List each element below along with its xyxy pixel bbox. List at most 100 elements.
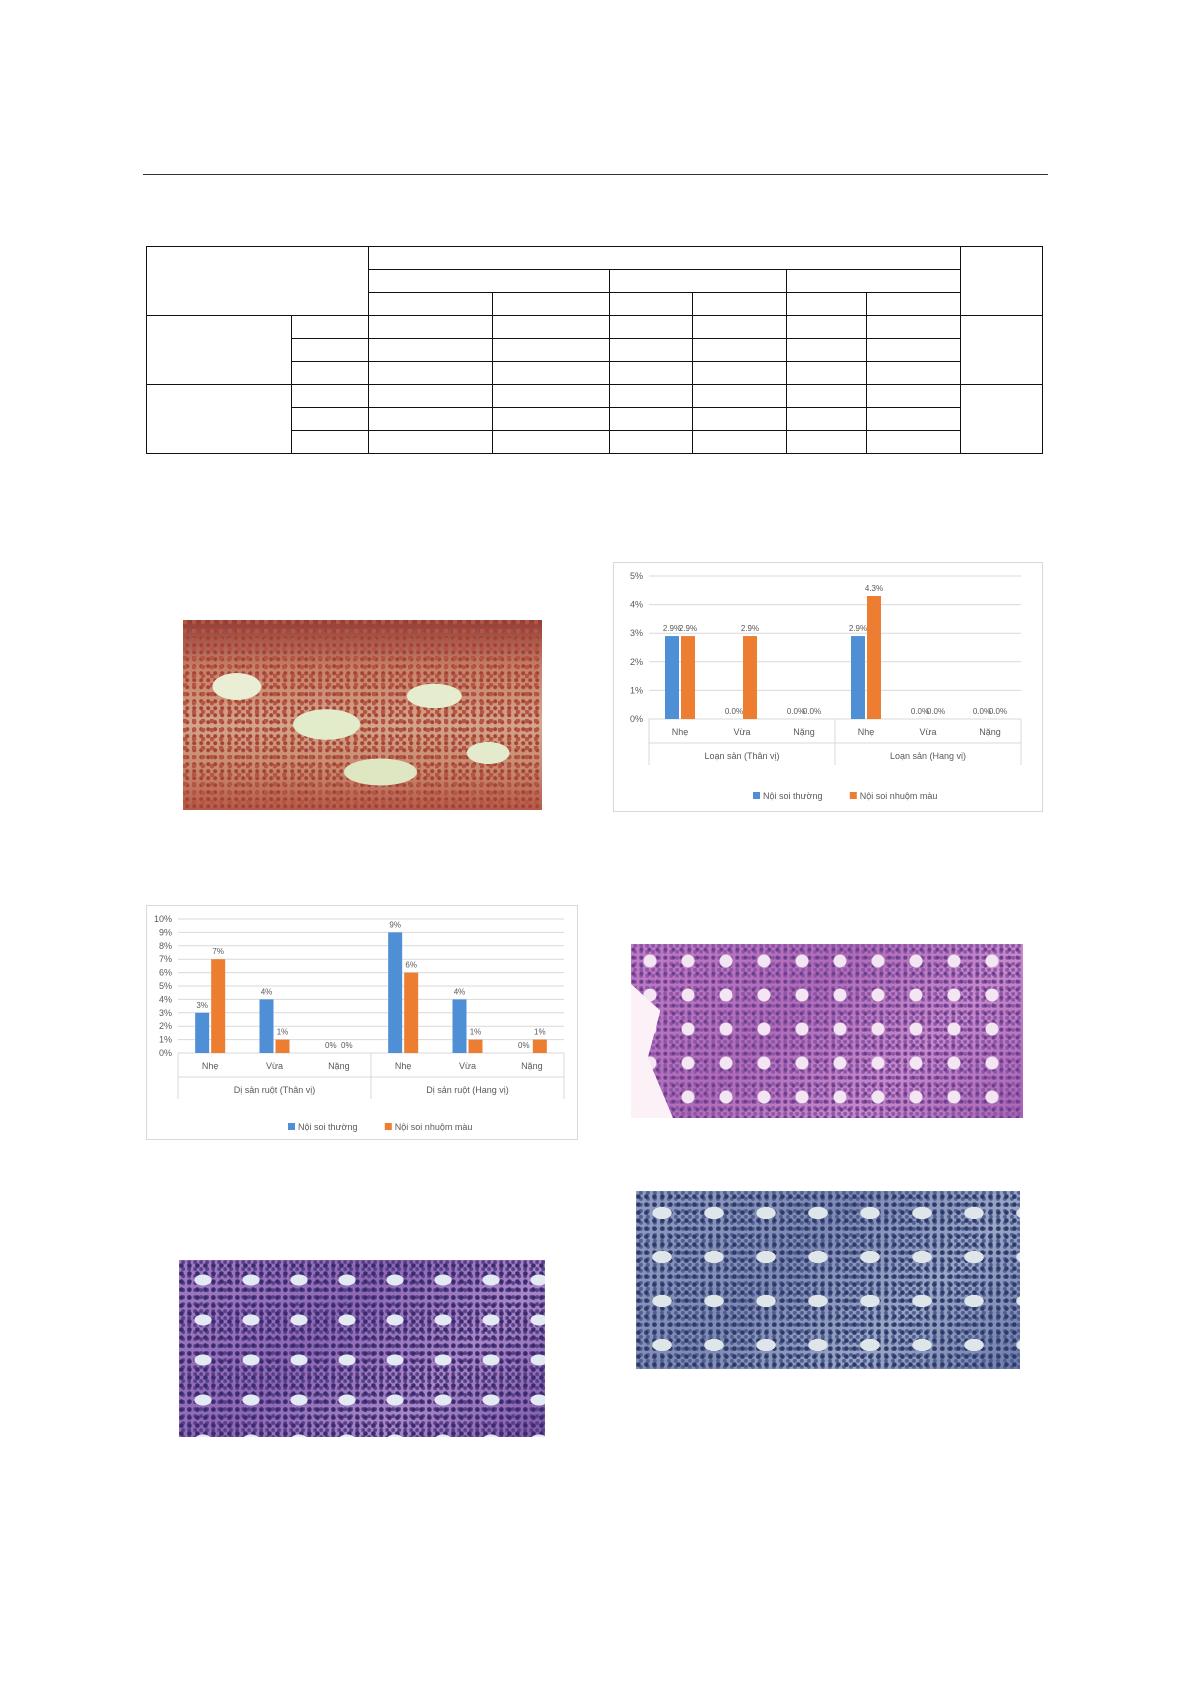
- group-label: Dị sản ruột (Thân vị): [234, 1085, 316, 1095]
- data-label: 0%: [325, 1041, 337, 1050]
- bar-noi-soi-thuong: [259, 999, 274, 1053]
- data-label: 0.0%: [973, 707, 991, 716]
- table-cell: [368, 338, 493, 362]
- data-label: 2.9%: [679, 624, 697, 633]
- table-cell: [609, 338, 693, 362]
- data-table: [146, 246, 1043, 454]
- bar-noi-soi-nhuom-mau: [404, 972, 419, 1053]
- group-label: Dị sản ruột (Hang vị): [426, 1085, 509, 1095]
- tissue-edge: [631, 984, 673, 1118]
- data-label: 0%: [341, 1041, 353, 1050]
- data-label: 0%: [518, 1041, 530, 1050]
- legend-swatch: [288, 1123, 295, 1130]
- y-tick-label: 0%: [159, 1048, 172, 1058]
- table-header-cell: [866, 292, 961, 316]
- table-cell: [866, 430, 961, 454]
- table-cell: [866, 384, 961, 408]
- table-cell: [692, 430, 787, 454]
- x-tick-label: Nhẹ: [672, 727, 689, 737]
- y-tick-label: 9%: [159, 927, 172, 937]
- table-cell: [609, 430, 693, 454]
- x-tick-label: Nặng: [793, 727, 815, 737]
- bar-noi-soi-nhuom-mau: [532, 1039, 547, 1053]
- bar-noi-soi-nhuom-mau: [867, 596, 881, 719]
- x-tick-label: Vừa: [266, 1061, 283, 1071]
- table-header-cell: [609, 292, 693, 316]
- data-label: 0.0%: [989, 707, 1007, 716]
- y-tick-label: 6%: [159, 968, 172, 978]
- table-cell: [786, 384, 867, 408]
- legend-swatch: [384, 1123, 392, 1130]
- table-row: [147, 361, 1043, 385]
- y-tick-label: 3%: [630, 628, 643, 638]
- data-label: 0.0%: [787, 707, 805, 716]
- table-group-cell: [146, 384, 292, 454]
- table-cell: [786, 430, 867, 454]
- data-label: 0.0%: [725, 707, 743, 716]
- bar-noi-soi-nhuom-mau: [743, 636, 757, 719]
- data-label: 6%: [405, 961, 417, 970]
- table-cell: [866, 407, 961, 431]
- x-tick-label: Vừa: [919, 727, 936, 737]
- table-cell: [368, 384, 493, 408]
- table-cell: [492, 315, 610, 339]
- data-label: 7%: [212, 947, 224, 956]
- micrograph-image: [183, 620, 542, 810]
- table-header-cell: [368, 292, 493, 316]
- table-cell: [291, 407, 369, 431]
- legend-swatch: [753, 792, 760, 799]
- table-header-cell: [368, 269, 610, 293]
- x-tick-label: Nhẹ: [202, 1061, 219, 1071]
- legend-label: Nội soi nhuộm màu: [860, 791, 938, 801]
- table-row: [147, 430, 1043, 454]
- group-label: Loạn sản (Thân vị): [704, 751, 779, 761]
- table-total-cell: [960, 384, 1043, 454]
- x-tick-label: Nhẹ: [858, 727, 875, 737]
- micrograph-image: [179, 1260, 545, 1437]
- table-cell: [692, 315, 787, 339]
- bar-noi-soi-thuong: [452, 999, 467, 1053]
- chart-border: [613, 562, 1043, 812]
- table-corner-cell: [146, 246, 369, 316]
- table-cell: [692, 361, 787, 385]
- y-tick-label: 4%: [630, 600, 643, 610]
- table-cell: [609, 315, 693, 339]
- table-cell: [866, 338, 961, 362]
- y-tick-label: 10%: [154, 914, 172, 924]
- table-cell: [492, 407, 610, 431]
- data-label: 2.9%: [663, 624, 681, 633]
- table-header-cell: [368, 246, 961, 270]
- table-header-cell: [692, 292, 787, 316]
- data-label: 4.3%: [865, 584, 883, 593]
- table-cell: [866, 315, 961, 339]
- table-total-cell: [960, 315, 1043, 385]
- data-label: 1%: [277, 1028, 289, 1037]
- y-tick-label: 4%: [159, 994, 172, 1004]
- table-header-cell: [786, 269, 961, 293]
- table-cell: [368, 315, 493, 339]
- table-cell: [609, 407, 693, 431]
- bar-noi-soi-thuong: [851, 636, 865, 719]
- y-tick-label: 1%: [630, 685, 643, 695]
- legend-swatch: [849, 792, 857, 799]
- table-header-cell: [960, 246, 1043, 316]
- bar-noi-soi-nhuom-mau: [681, 636, 695, 719]
- table-cell: [692, 338, 787, 362]
- chart-border: [146, 905, 578, 1140]
- x-tick-label: Nặng: [521, 1061, 543, 1071]
- table-cell: [291, 384, 369, 408]
- table-cell: [368, 407, 493, 431]
- y-tick-label: 5%: [159, 981, 172, 991]
- table-header-cell: [786, 292, 867, 316]
- data-label: 1%: [470, 1028, 482, 1037]
- table-header-cell: [492, 292, 610, 316]
- header-rule: [143, 174, 1048, 175]
- table-cell: [609, 384, 693, 408]
- data-label: 1%: [534, 1028, 546, 1037]
- data-label: 2.9%: [849, 624, 867, 633]
- data-label: 4%: [454, 987, 466, 996]
- x-tick-label: Vừa: [733, 727, 750, 737]
- table-cell: [368, 361, 493, 385]
- table-cell: [786, 338, 867, 362]
- y-tick-label: 0%: [630, 714, 643, 724]
